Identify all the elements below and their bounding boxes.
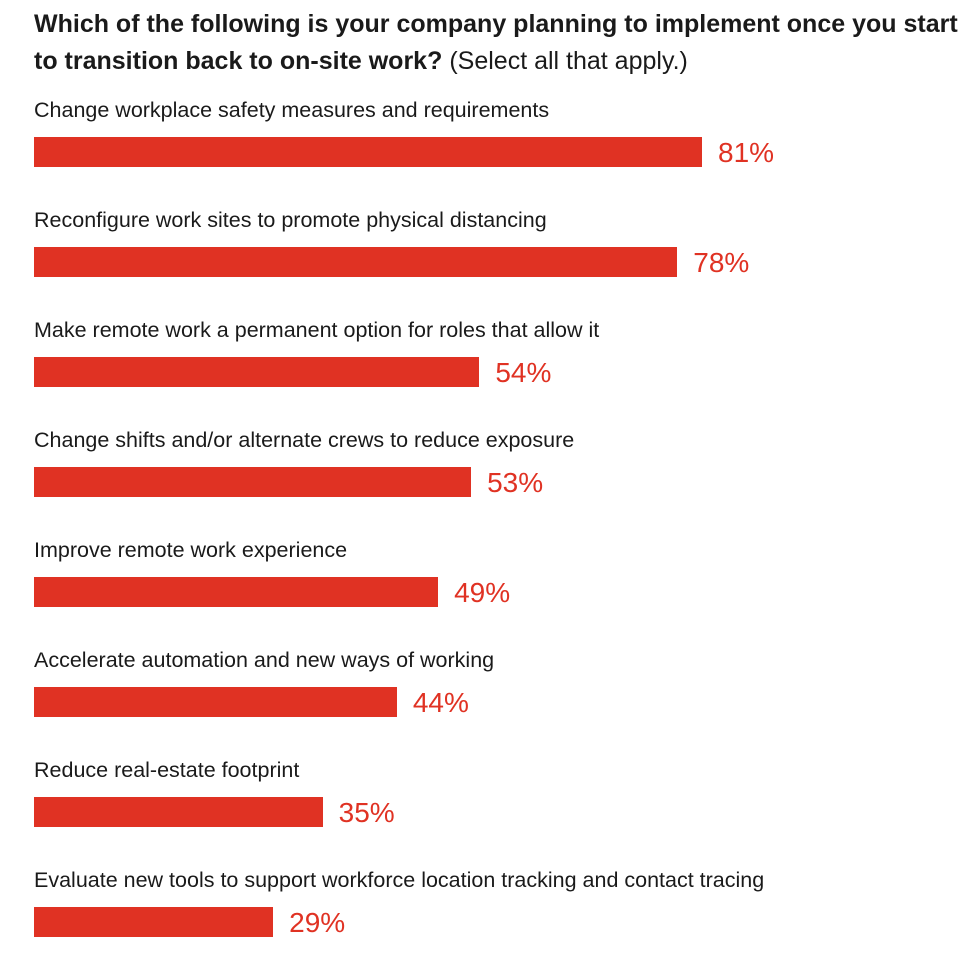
- bar: [34, 137, 702, 167]
- category-label: Improve remote work experience: [34, 538, 348, 562]
- category-label: Accelerate automation and new ways of wo…: [34, 648, 495, 672]
- value-label: 53%: [487, 467, 544, 498]
- category-label: Make remote work a permanent option for …: [34, 318, 600, 342]
- value-label: 49%: [454, 577, 511, 608]
- chart-title-note: (Select all that apply.): [449, 47, 688, 75]
- value-label: 78%: [693, 247, 750, 278]
- bar: [34, 577, 439, 607]
- bar: [34, 797, 323, 827]
- value-label: 29%: [289, 907, 346, 938]
- bar: [34, 687, 397, 717]
- bar: [34, 247, 678, 277]
- category-label: Reconfigure work sites to promote physic…: [34, 208, 547, 232]
- bar: [34, 357, 480, 387]
- category-label: Change workplace safety measures and req…: [34, 98, 550, 122]
- value-label: 44%: [412, 687, 469, 718]
- category-label: Reduce real-estate footprint: [34, 758, 300, 782]
- value-label: 35%: [338, 797, 395, 828]
- category-label: Change shifts and/or alternate crews to …: [34, 428, 575, 452]
- value-label: 54%: [495, 357, 552, 388]
- category-label: Evaluate new tools to support workforce …: [34, 868, 765, 892]
- bar: [34, 467, 472, 497]
- value-label: 81%: [718, 137, 775, 168]
- bar: [34, 907, 274, 937]
- chart-title-question: Which of the following is your company p…: [34, 10, 958, 75]
- chart-title: Which of the following is your company p…: [34, 6, 964, 80]
